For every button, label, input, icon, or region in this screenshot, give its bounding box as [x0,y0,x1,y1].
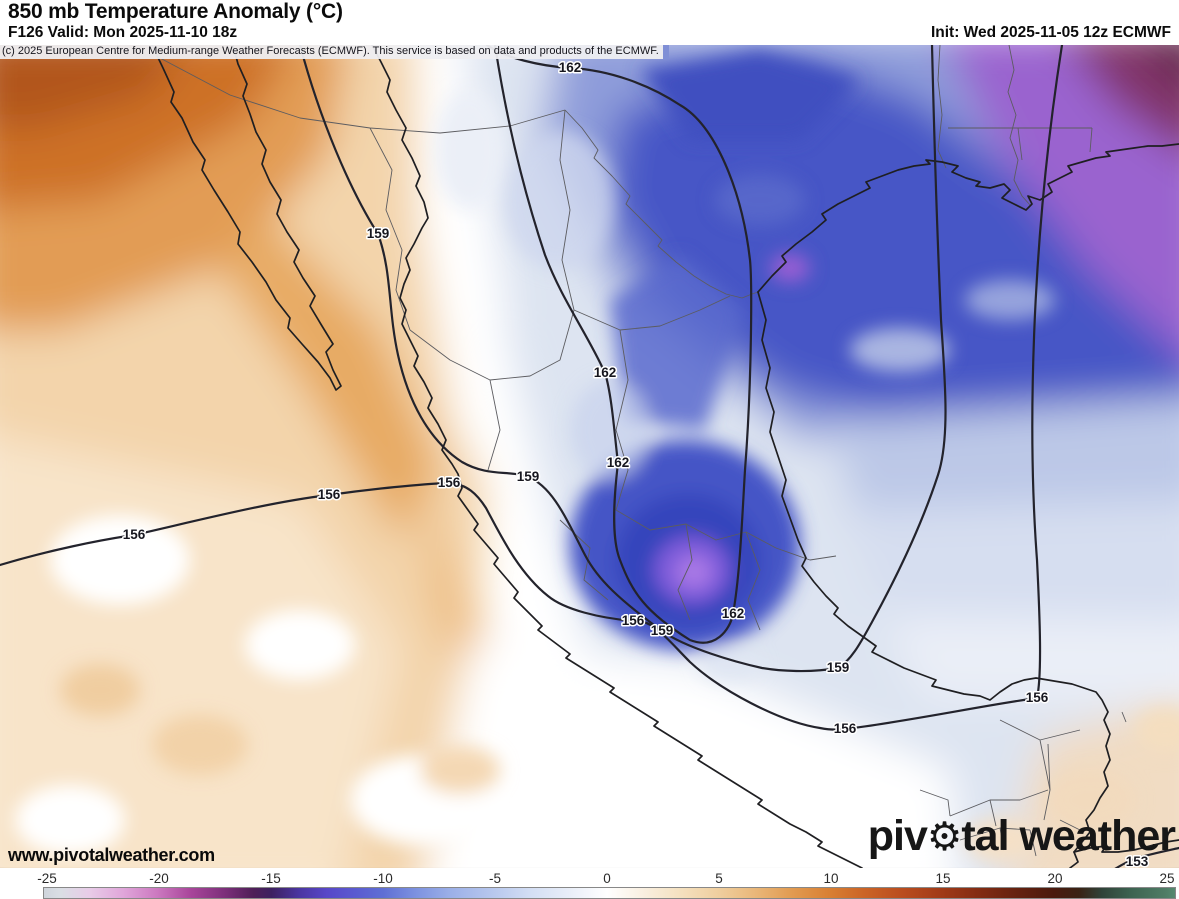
contour-label: 156 [1026,690,1049,705]
colorbar-tick-label: 20 [1047,871,1063,886]
pivotal-weather-logo: piv⚙tal weather [867,812,1176,861]
contour-label: 162 [594,365,617,380]
contour-label: 156 [622,613,645,628]
coastlines [151,45,1179,868]
colorbar-tick-label: -25 [37,871,57,886]
contour-label: 156 [123,527,146,542]
contour-label: 156 [834,721,857,736]
contour-label: 159 [367,226,390,241]
contour-label: 156 [438,475,461,490]
header-bar: 850 mb Temperature Anomaly (°C) F126 Val… [0,0,1179,45]
weather-map: 162 159 162 162 159 156 156 156 162 156 159 159 156 1… [0,45,1179,868]
contour-label: 156 [318,487,341,502]
logo-text-piv: piv [867,812,928,860]
anomaly-field-detail [15,50,1179,862]
height-contours [0,45,1179,868]
colorbar-tick-label: 0 [603,871,611,886]
colorbar-area: -25 -20 -15 -10 -5 0 5 10 15 20 25 [0,869,1179,899]
gear-icon: ⚙ [926,815,962,859]
contour-label: 159 [517,469,540,484]
state-borders [159,45,1127,857]
contour-label: 162 [607,455,630,470]
contour-label: 162 [722,606,745,621]
colorbar-tick-label: 10 [823,871,839,886]
colorbar-tick-label: 25 [1159,871,1175,886]
init-time-label: Init: Wed 2025-11-05 12z ECMWF [930,24,1171,41]
colorbar-tick-label: 15 [935,871,951,886]
contour-label: 159 [651,623,674,638]
contour-label: 153 [1126,854,1149,868]
colorbar-tick-label: -5 [488,871,502,886]
map-svg: 162 159 162 162 159 156 156 156 162 156 159 159 156 1… [0,45,1179,868]
colorbar-tick-label: -10 [373,871,393,886]
valid-time-label: F126 Valid: Mon 2025-11-10 18z [8,24,238,41]
copyright-ribbon: (c) 2025 European Centre for Medium-rang… [0,45,669,59]
logo-text-tal-weather: tal weather [961,812,1176,860]
watermark-url: www.pivotalweather.com [8,845,215,865]
colorbar-tick-label: -15 [261,871,281,886]
page-title: 850 mb Temperature Anomaly (°C) [8,0,343,23]
contour-label: 162 [559,60,582,75]
colorbar-gradient [43,887,1176,899]
colorbar-tick-label: -20 [149,871,169,886]
contour-labels: 162 159 162 162 159 156 156 156 162 156 159 159 156 1… [121,59,1150,869]
colorbar-tick-label: 5 [715,871,723,886]
contour-label: 159 [827,660,850,675]
anomaly-field-broad [0,45,1179,868]
